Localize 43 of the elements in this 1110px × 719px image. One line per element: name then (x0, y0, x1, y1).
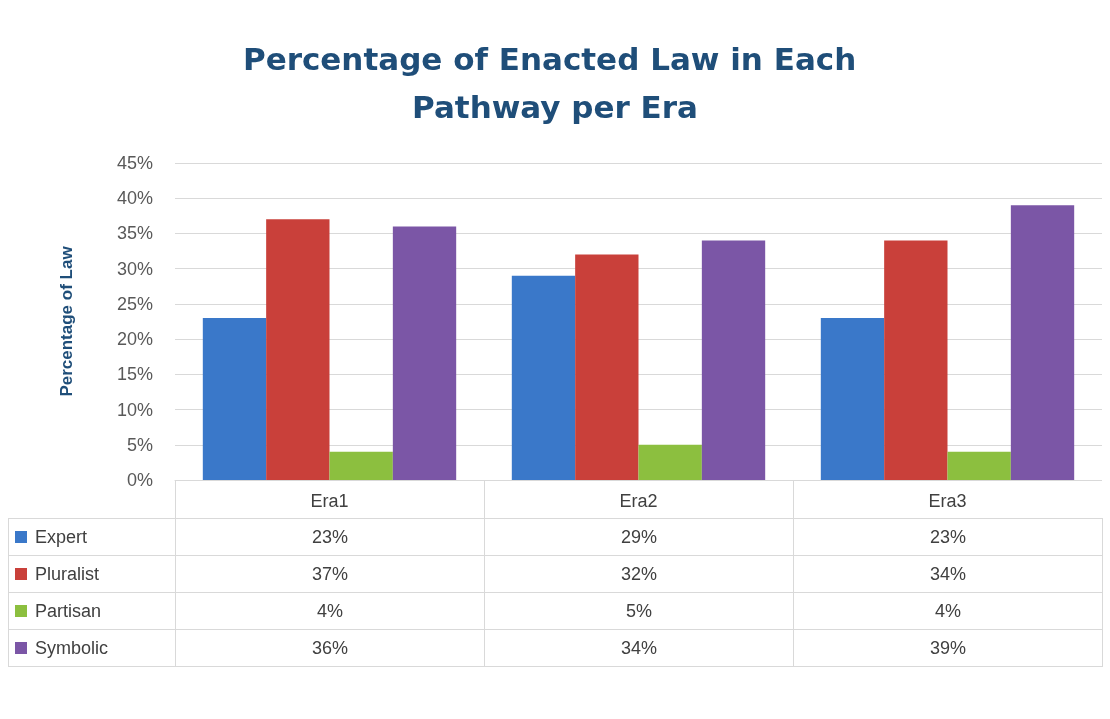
bar (638, 444, 702, 480)
legend-label: Pluralist (35, 563, 100, 584)
bar (884, 240, 948, 480)
data-label: 4% (793, 592, 1103, 630)
bar (392, 226, 457, 480)
legend-label: Expert (35, 526, 88, 547)
x-tick-label: Era2 (619, 491, 658, 511)
bar (1010, 205, 1075, 480)
bar (820, 317, 885, 480)
y-tick-label: 20% (116, 329, 153, 350)
data-label: 29% (484, 518, 794, 556)
data-label: 23% (175, 518, 485, 556)
bar (202, 317, 267, 480)
data-label: 34% (793, 555, 1103, 593)
y-tick-label: 45% (116, 153, 153, 173)
data-label: 32% (484, 555, 794, 593)
y-tick-label: 30% (116, 258, 153, 279)
y-axis-title: Percentage of Law (57, 245, 76, 397)
legend-label: Partisan (35, 600, 102, 621)
chart-title: Percentage of Enacted Law in Each Pathway per Era (242, 41, 868, 125)
y-tick-label: 10% (116, 399, 153, 420)
bar (511, 275, 576, 480)
bar (266, 219, 330, 480)
data-label: 39% (793, 629, 1103, 667)
y-tick-label: 15% (116, 364, 153, 385)
x-tick-label: Era3 (928, 491, 967, 511)
y-tick-label: 35% (116, 223, 153, 244)
data-label: 23% (793, 518, 1103, 556)
bar (701, 240, 766, 480)
data-label: 37% (175, 555, 485, 593)
data-label: 34% (484, 629, 794, 667)
y-tick-label: 5% (126, 434, 153, 455)
data-label: 5% (484, 592, 794, 630)
legend-label: Symbolic (35, 637, 109, 658)
x-tick-label: Era1 (310, 491, 349, 511)
y-tick-label: 25% (116, 293, 153, 314)
bar (329, 451, 393, 480)
y-tick-label: 0% (126, 470, 153, 490)
bar (575, 254, 639, 480)
data-label: 36% (175, 629, 485, 667)
y-tick-label: 40% (116, 188, 153, 209)
bar (947, 451, 1011, 480)
data-label: 4% (175, 592, 485, 630)
